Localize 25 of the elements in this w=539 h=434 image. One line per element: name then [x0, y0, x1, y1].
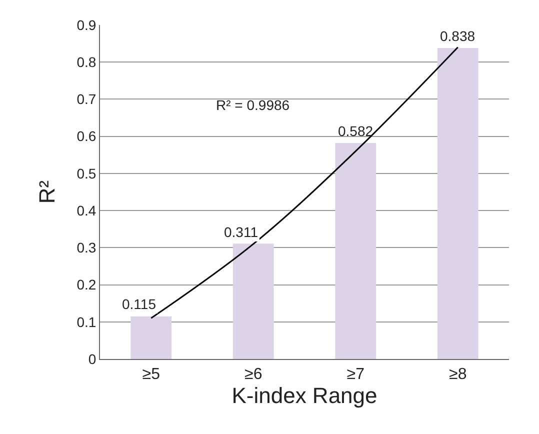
x-tick-label: ≥7	[346, 366, 365, 384]
y-tick-label: 0.2	[76, 276, 96, 293]
y-tick-label: 0.6	[76, 128, 96, 144]
x-tick-label: ≥8	[449, 366, 467, 384]
y-tick-label: 0.5	[76, 165, 96, 182]
bar	[335, 143, 376, 359]
annotation: R² = 0.9986	[216, 97, 290, 113]
y-axis-title: R²	[34, 180, 60, 204]
y-tick-label: 0.8	[76, 54, 96, 70]
data-label: 0.582	[338, 123, 374, 139]
y-tick-label: 0.7	[76, 91, 96, 108]
data-label: 0.311	[224, 224, 258, 240]
y-tick-label: 0.9	[76, 16, 96, 33]
data-label: 0.115	[122, 296, 156, 312]
x-tick-label: ≥6	[244, 366, 262, 384]
bar	[130, 316, 172, 359]
x-axis-title: K-index Range	[232, 383, 378, 408]
y-tick-label: 0.4	[76, 202, 96, 218]
y-tick-label: 0.3	[76, 240, 96, 256]
data-label: 0.838	[440, 28, 476, 44]
x-tick-label: ≥5	[142, 366, 160, 384]
y-tick-label: 0.1	[76, 314, 96, 330]
bar	[437, 48, 478, 359]
y-tick-label: 0	[88, 350, 96, 367]
bar	[232, 244, 274, 359]
